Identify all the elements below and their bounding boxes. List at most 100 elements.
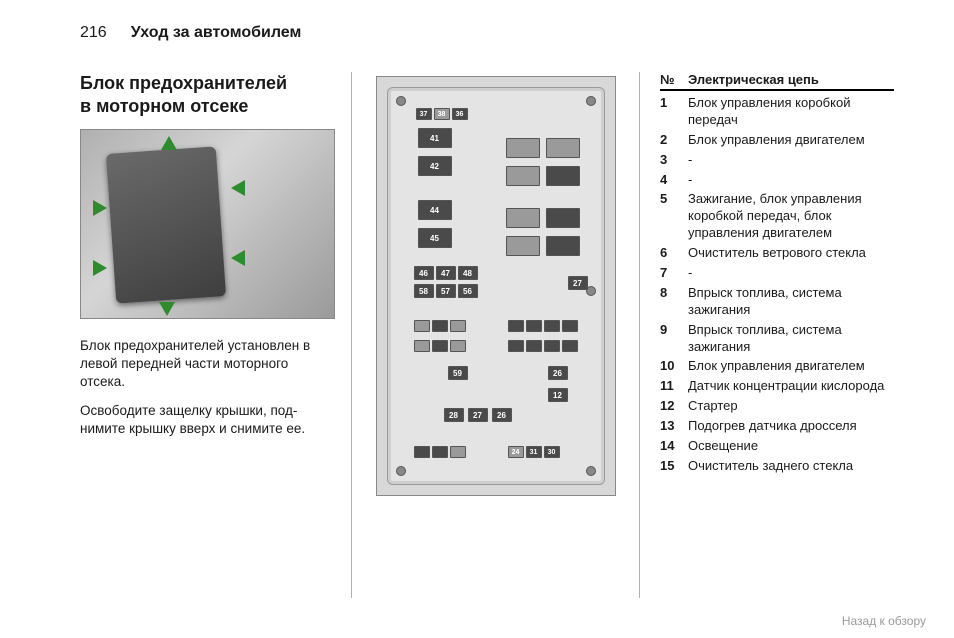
table-row: 15Очиститель заднего стекла: [660, 458, 894, 475]
table-row: 7-: [660, 265, 894, 282]
fuse-slot: 47: [436, 266, 456, 280]
fuse-description: Подогрев датчика дросселя: [688, 418, 894, 435]
fuse-description: -: [688, 152, 894, 169]
table-header-description: Электрическая цепь: [688, 72, 894, 87]
fuse-description: Впрыск топлива, система зажигания: [688, 322, 894, 356]
fuse-number: 6: [660, 245, 688, 262]
fuse-slot: [544, 340, 560, 352]
fuse-number: 3: [660, 152, 688, 169]
fuse-slot: [450, 320, 466, 332]
fuse-slot: 27: [568, 276, 588, 290]
arrow-down-icon: [159, 302, 175, 316]
mount-hole-icon: [586, 466, 596, 476]
column-right: № Электрическая цепь 1Блок управления ко…: [640, 72, 914, 598]
fuse-slot: [508, 320, 524, 332]
table-row: 2Блок управления двигателем: [660, 132, 894, 149]
fuse-slot: 31: [526, 446, 542, 458]
fuse-description: Блок управления двигателем: [688, 132, 894, 149]
table-row: 6Очиститель ветрового стекла: [660, 245, 894, 262]
fuse-description: Очиститель ветрового стекла: [688, 245, 894, 262]
fuse-number: 11: [660, 378, 688, 395]
fuse-diagram: 37 38 36 41 42 44 45 46 47 48 58: [387, 87, 605, 485]
table-row: 8Впрыск топлива, система зажигания: [660, 285, 894, 319]
table-row: 5Зажигание, блок управления коробкой пер…: [660, 191, 894, 242]
fuse-slot: 28: [444, 408, 464, 422]
fuse-slot: 26: [548, 366, 568, 380]
mount-hole-icon: [396, 466, 406, 476]
table-row: 10Блок управления двигателем: [660, 358, 894, 375]
fuse-slot: [506, 138, 540, 158]
fuse-slot: [526, 340, 542, 352]
fuse-slot: [506, 236, 540, 256]
section-title: Блок предохранителей в моторном отсеке: [80, 72, 335, 117]
fuse-description: Зажигание, блок управления коробкой пере…: [688, 191, 894, 242]
fuse-slot: 59: [448, 366, 468, 380]
fuse-slot: 41: [418, 128, 452, 148]
fuse-slot: 26: [492, 408, 512, 422]
table-row: 9Впрыск топлива, система зажигания: [660, 322, 894, 356]
fuse-slot: [508, 340, 524, 352]
fuse-slot: [414, 320, 430, 332]
fuse-slot: [414, 446, 430, 458]
fuse-number: 2: [660, 132, 688, 149]
fuse-slot: [562, 340, 578, 352]
fuse-number: 9: [660, 322, 688, 339]
fuse-slot: 27: [468, 408, 488, 422]
mount-hole-icon: [586, 96, 596, 106]
fuse-slot: 56: [458, 284, 478, 298]
arrow-up-icon: [161, 136, 177, 150]
back-to-overview-link[interactable]: Назад к обзору: [842, 614, 926, 628]
fuse-description: -: [688, 265, 894, 282]
fuse-number: 13: [660, 418, 688, 435]
fuse-slot: 48: [458, 266, 478, 280]
fuse-slot: [562, 320, 578, 332]
fuse-number: 12: [660, 398, 688, 415]
fuse-slot: [546, 208, 580, 228]
table-row: 11Датчик концентрации кислорода: [660, 378, 894, 395]
fuse-slot: 44: [418, 200, 452, 220]
column-left: Блок предохранителей в моторном отсеке Б…: [80, 72, 352, 598]
fuse-slot: 58: [414, 284, 434, 298]
fuse-description: Датчик концентрации кислорода: [688, 378, 894, 395]
fuse-slot: 30: [544, 446, 560, 458]
fuse-description: Впрыск топлива, система зажигания: [688, 285, 894, 319]
fuse-slot: [506, 208, 540, 228]
table-row: 13Подогрев датчика дросселя: [660, 418, 894, 435]
mount-hole-icon: [396, 96, 406, 106]
fuse-slot: [414, 340, 430, 352]
fuse-slot: [432, 340, 448, 352]
fuse-table-header: № Электрическая цепь: [660, 72, 894, 91]
fuse-number: 4: [660, 172, 688, 189]
fuse-number: 8: [660, 285, 688, 302]
arrow-left-icon: [231, 250, 245, 266]
fuse-slot: 57: [436, 284, 456, 298]
content-area: Блок предохранителей в моторном отсеке Б…: [80, 72, 914, 598]
fuse-slot: 37: [416, 108, 432, 120]
arrow-right-icon: [93, 200, 107, 216]
table-row: 14Освещение: [660, 438, 894, 455]
table-row: 3-: [660, 152, 894, 169]
fuse-description: Блок управления двигателем: [688, 358, 894, 375]
arrow-right-icon: [93, 260, 107, 276]
fuse-slot: [546, 138, 580, 158]
fuse-description: Очиститель заднего стекла: [688, 458, 894, 475]
fuse-slot: [546, 166, 580, 186]
fuse-slot: 42: [418, 156, 452, 176]
chapter-title: Уход за автомобилем: [131, 24, 302, 42]
fuse-slot: 24: [508, 446, 524, 458]
fuse-slot: [432, 320, 448, 332]
fuse-slot: [450, 446, 466, 458]
fuse-slot: [506, 166, 540, 186]
paragraph: Блок предохранителей установлен в левой …: [80, 337, 335, 392]
arrow-left-icon: [231, 180, 245, 196]
page-header: 216 Уход за автомобилем: [80, 24, 301, 42]
fuse-number: 5: [660, 191, 688, 208]
fuse-slot: [546, 236, 580, 256]
fuse-slot: [526, 320, 542, 332]
fuse-description: Стартер: [688, 398, 894, 415]
fuse-number: 15: [660, 458, 688, 475]
fuse-slot: 38: [434, 108, 450, 120]
fuse-diagram-frame: 37 38 36 41 42 44 45 46 47 48 58: [376, 76, 616, 496]
fuse-number: 14: [660, 438, 688, 455]
fuse-number: 7: [660, 265, 688, 282]
